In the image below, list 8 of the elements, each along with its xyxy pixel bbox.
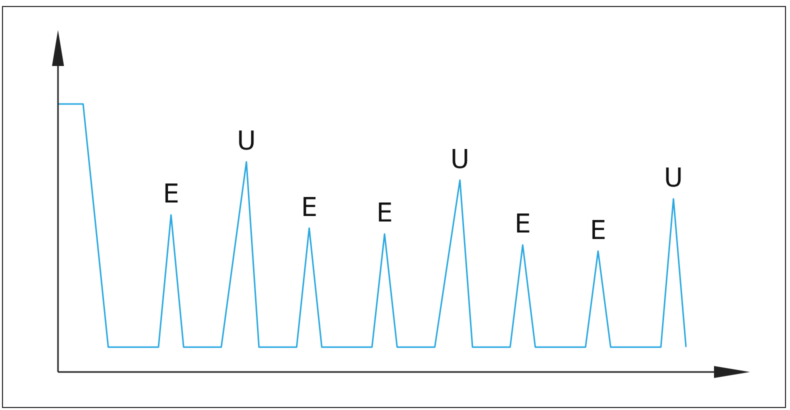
annotation: E — [590, 216, 606, 246]
annotation: E — [162, 180, 180, 210]
annotation: E — [514, 210, 531, 240]
annotation: E — [300, 192, 318, 223]
annotation: U — [664, 164, 683, 194]
annotation: E — [376, 198, 393, 229]
annotation: U — [236, 126, 256, 157]
annotation: U — [450, 144, 470, 175]
